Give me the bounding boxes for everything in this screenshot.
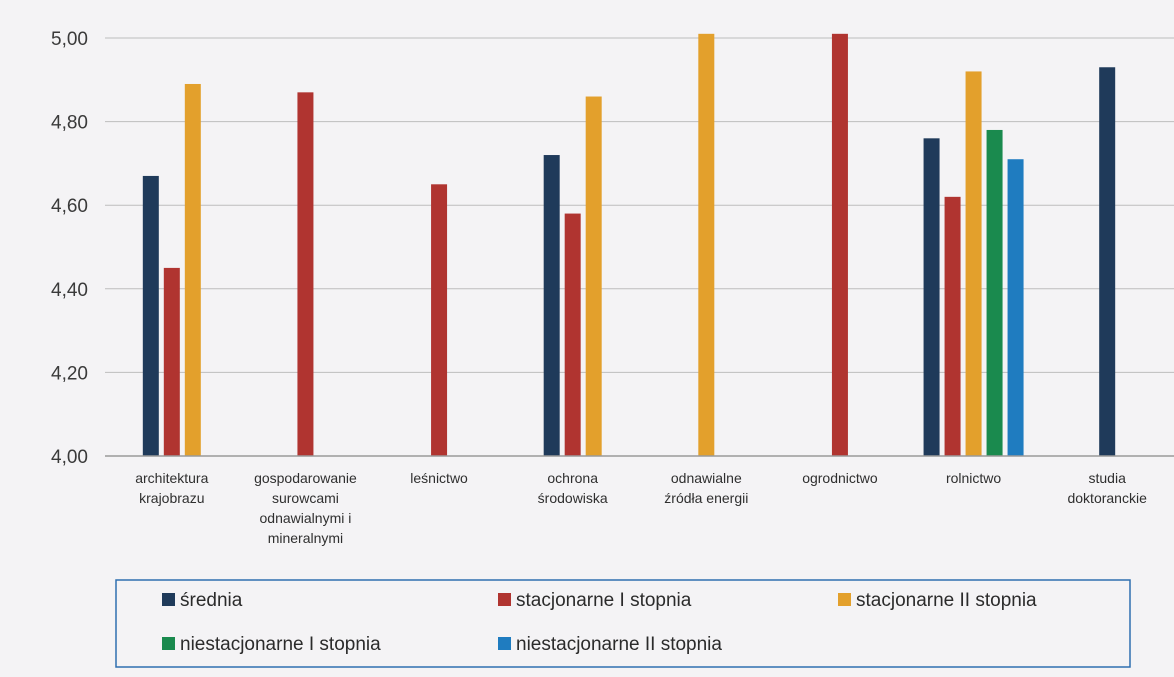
bar-2-2 [297,92,314,456]
bars [142,33,1116,457]
x-tick-label: leśnictwo [410,470,468,486]
y-tick-label: 4,40 [51,280,88,301]
bar-1-1 [142,175,159,456]
legend-swatch [838,593,851,606]
y-tick-label: 4,60 [51,196,88,217]
bar-2-4 [564,213,581,456]
legend-label: niestacjonarne II stopnia [516,634,722,655]
x-tick-label: rolnictwo [946,470,1001,486]
x-tick-label: studia doktoranckie [1067,470,1147,506]
x-axis-ticks: architektura krajobrazu gospodarowanie suro… [135,470,1147,546]
bar-5-7 [1007,159,1024,456]
legend-swatch [498,637,511,650]
bar-1-7 [923,138,940,456]
legend-swatch [498,593,511,606]
bar-3-7 [965,71,982,456]
x-tick-label: ochrona środowiska [538,470,608,506]
legend-label: średnia [180,590,243,611]
x-tick-label: architektura krajobrazu [135,470,208,506]
bar-2-3 [431,184,448,457]
bar-1-4 [543,155,560,457]
x-tick-label: gospodarowanie surowcami odnawialnymi i min… [254,470,357,546]
y-tick-label: 5,00 [51,29,88,50]
bar-2-7 [944,196,961,456]
legend: średnia stacjonarne I stopnia stacjonarne … [115,579,1131,668]
legend-box [115,579,1131,668]
bar-2-1 [163,267,180,456]
y-tick-label: 4,80 [51,113,88,134]
legend-label: niestacjonarne I stopnia [180,634,381,655]
legend-label: stacjonarne I stopnia [516,590,692,611]
legend-label: stacjonarne II stopnia [856,590,1037,611]
y-tick-label: 4,00 [51,447,88,468]
y-axis-ticks: 4,00 4,20 4,40 4,60 4,80 5,00 [51,29,88,468]
x-tick-label: ogrodnictwo [802,470,878,486]
bar-3-5 [698,33,715,456]
bar-3-4 [585,96,602,457]
legend-swatch [162,637,175,650]
legend-swatch [162,593,175,606]
y-tick-label: 4,20 [51,363,88,384]
bar-2-6 [831,33,848,456]
bar-4-7 [986,129,1003,456]
x-tick-label: odnawialne źródła energii [664,470,748,506]
bar-3-1 [184,83,201,456]
bar-1-8 [1099,67,1116,456]
